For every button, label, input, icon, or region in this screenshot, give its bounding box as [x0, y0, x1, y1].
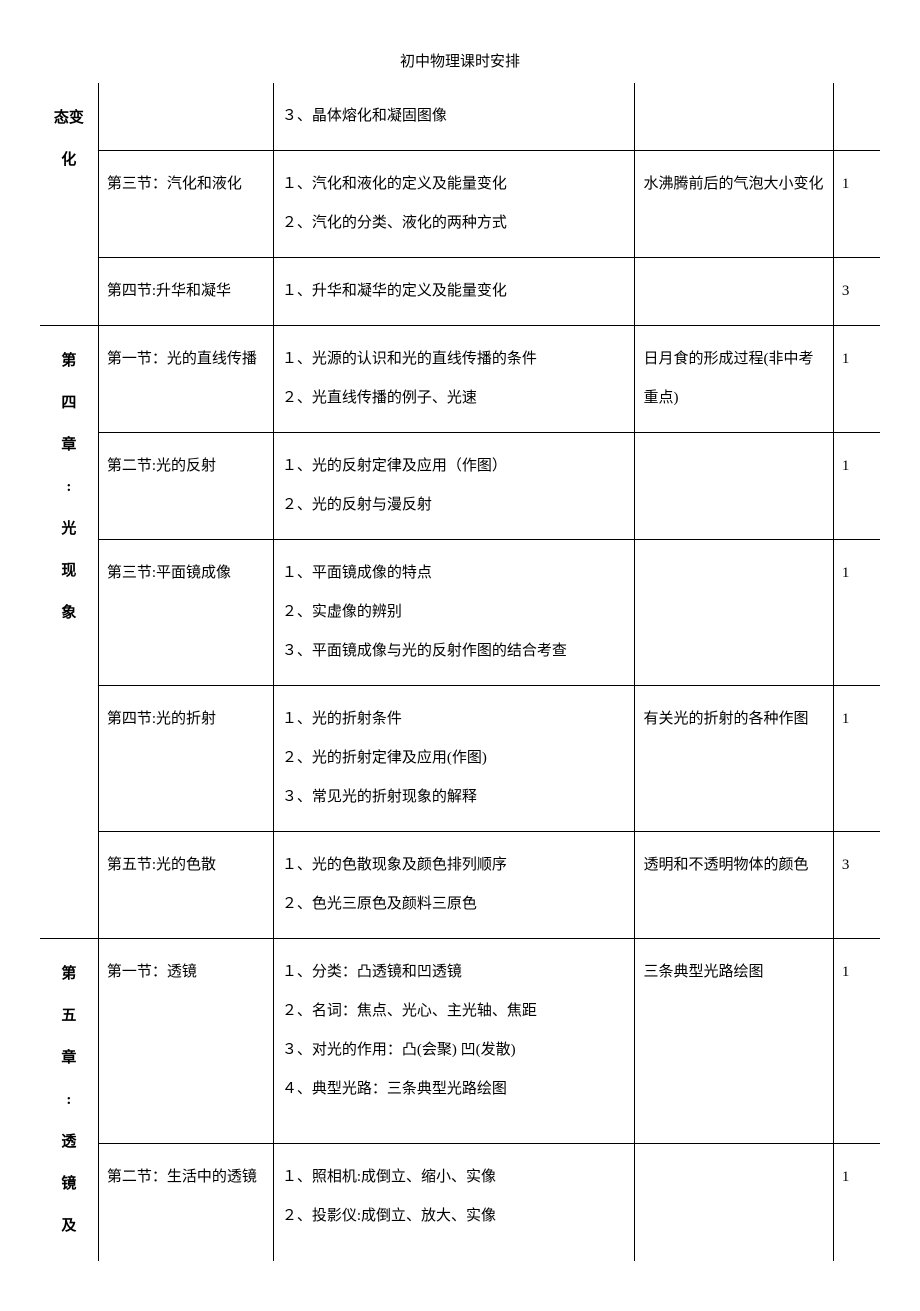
page-title: 初中物理课时安排 — [40, 50, 880, 71]
section-cell: 第三节：汽化和液化 — [98, 151, 273, 258]
section-cell: 第二节：生活中的透镜 — [98, 1143, 273, 1261]
content-cell: １、照相机:成倒立、缩小、实像２、投影仪:成倒立、放大、实像 — [273, 1143, 635, 1261]
table-row: 第二节：生活中的透镜 １、照相机:成倒立、缩小、实像２、投影仪:成倒立、放大、实… — [40, 1143, 880, 1261]
hours-cell: 1 — [833, 151, 880, 258]
content-cell: １、光的折射条件２、光的折射定律及应用(作图)３、常见光的折射现象的解释 — [273, 686, 635, 832]
section-cell: 第五节:光的色散 — [98, 832, 273, 939]
table-row: 第三节：汽化和液化 １、汽化和液化的定义及能量变化２、汽化的分类、液化的两种方式… — [40, 151, 880, 258]
hours-cell: 3 — [833, 832, 880, 939]
section-cell — [98, 83, 273, 151]
table-row: 第三节:平面镜成像 １、平面镜成像的特点２、实虚像的辨别３、平面镜成像与光的反射… — [40, 540, 880, 686]
content-cell: １、光源的认识和光的直线传播的条件２、光直线传播的例子、光速 — [273, 326, 635, 433]
note-cell: 有关光的折射的各种作图 — [635, 686, 833, 832]
table-row: 第五节:光的色散 １、光的色散现象及颜色排列顺序２、色光三原色及颜料三原色 透明… — [40, 832, 880, 939]
chapter-label: 态变化 — [48, 97, 90, 181]
hours-cell: 3 — [833, 258, 880, 326]
section-cell: 第一节：光的直线传播 — [98, 326, 273, 433]
content-cell: ３、晶体熔化和凝固图像 — [273, 83, 635, 151]
hours-cell: 1 — [833, 326, 880, 433]
table-row: 第四节:升华和凝华 １、升华和凝华的定义及能量变化 3 — [40, 258, 880, 326]
chapter-label: 第五章:透镜及 — [48, 953, 90, 1247]
section-cell: 第一节：透镜 — [98, 939, 273, 1144]
note-cell: 水沸腾前后的气泡大小变化 — [635, 151, 833, 258]
hours-cell: 1 — [833, 939, 880, 1144]
content-cell: １、升华和凝华的定义及能量变化 — [273, 258, 635, 326]
note-cell: 透明和不透明物体的颜色 — [635, 832, 833, 939]
hours-cell: 1 — [833, 686, 880, 832]
section-cell: 第四节:升华和凝华 — [98, 258, 273, 326]
section-cell: 第二节:光的反射 — [98, 433, 273, 540]
content-cell: １、汽化和液化的定义及能量变化２、汽化的分类、液化的两种方式 — [273, 151, 635, 258]
content-cell: １、光的反射定律及应用（作图）２、光的反射与漫反射 — [273, 433, 635, 540]
content-cell: １、光的色散现象及颜色排列顺序２、色光三原色及颜料三原色 — [273, 832, 635, 939]
table-row: 第二节:光的反射 １、光的反射定律及应用（作图）２、光的反射与漫反射 1 — [40, 433, 880, 540]
chapter-cell: 第五章:透镜及 — [40, 939, 98, 1262]
hours-cell: 1 — [833, 540, 880, 686]
content-cell: １、分类：凸透镜和凹透镜２、名词：焦点、光心、主光轴、焦距３、对光的作用：凸(会… — [273, 939, 635, 1144]
note-cell — [635, 258, 833, 326]
content-cell: １、平面镜成像的特点２、实虚像的辨别３、平面镜成像与光的反射作图的结合考查 — [273, 540, 635, 686]
section-cell: 第四节:光的折射 — [98, 686, 273, 832]
note-cell: 三条典型光路绘图 — [635, 939, 833, 1144]
chapter-label: 第四章:光现象 — [48, 340, 90, 634]
hours-cell — [833, 83, 880, 151]
table-row: 第四节:光的折射 １、光的折射条件２、光的折射定律及应用(作图)３、常见光的折射… — [40, 686, 880, 832]
note-cell — [635, 1143, 833, 1261]
note-cell — [635, 433, 833, 540]
table-row: 第四章:光现象 第一节：光的直线传播 １、光源的认识和光的直线传播的条件２、光直… — [40, 326, 880, 433]
hours-cell: 1 — [833, 433, 880, 540]
hours-cell: 1 — [833, 1143, 880, 1261]
note-cell — [635, 83, 833, 151]
note-cell: 日月食的形成过程(非中考重点) — [635, 326, 833, 433]
table-row: 第五章:透镜及 第一节：透镜 １、分类：凸透镜和凹透镜２、名词：焦点、光心、主光… — [40, 939, 880, 1144]
note-cell — [635, 540, 833, 686]
schedule-table: 态变化 ３、晶体熔化和凝固图像 第三节：汽化和液化 １、汽化和液化的定义及能量变… — [40, 83, 880, 1261]
table-row: 态变化 ３、晶体熔化和凝固图像 — [40, 83, 880, 151]
chapter-cell: 态变化 — [40, 83, 98, 326]
chapter-cell: 第四章:光现象 — [40, 326, 98, 939]
section-cell: 第三节:平面镜成像 — [98, 540, 273, 686]
